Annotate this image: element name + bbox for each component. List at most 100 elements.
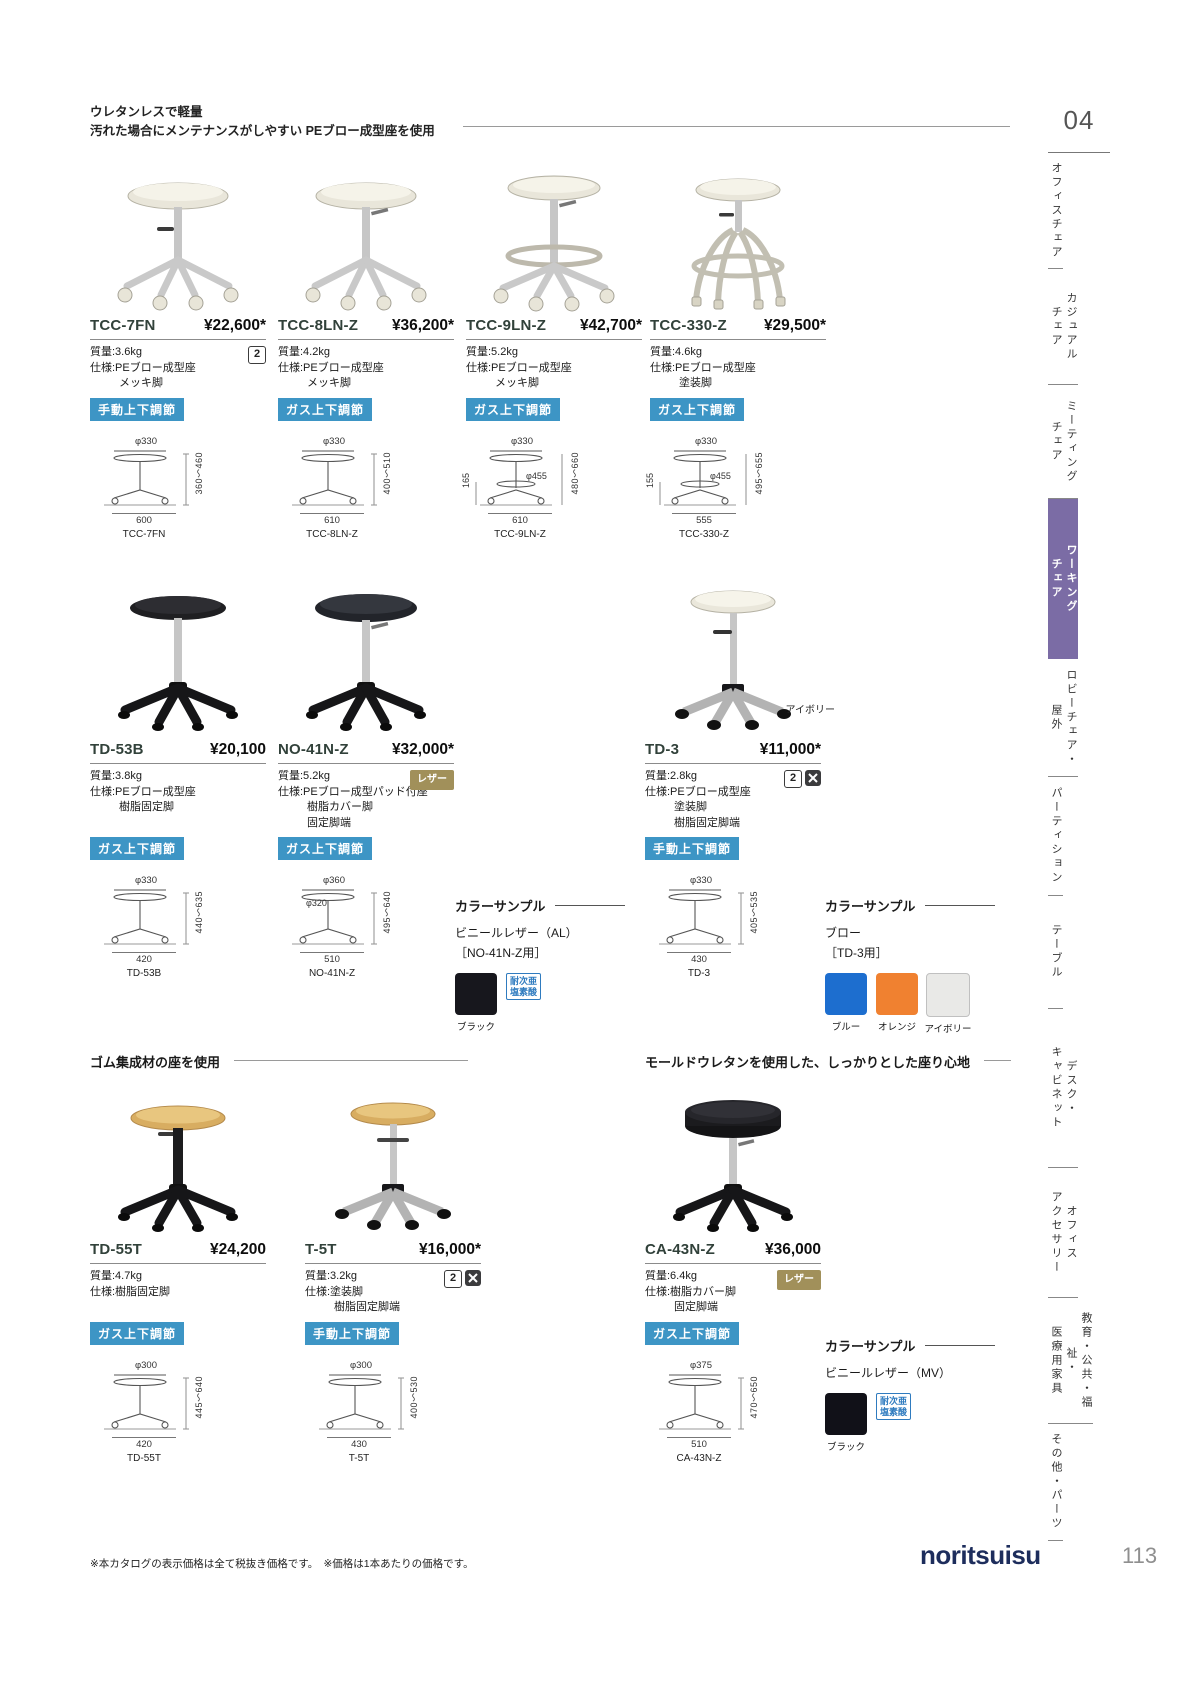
- dim-height-range: 445〜640: [194, 1376, 204, 1419]
- dim-model: TD-53B: [126, 968, 162, 979]
- dim-width-line: [327, 1437, 391, 1438]
- section-header-rubber: ゴム集成材の座を使用: [90, 1052, 468, 1071]
- product-photo-td-3: アイボリー: [645, 580, 835, 738]
- product-card-t-5t: T-5T ¥16,000* 2 質量:3.2kg 仕様:塗装脚 樹脂固定脚端 手…: [305, 1092, 481, 1469]
- category-sidebar: 04 オフィスチェア カジュアル チェア ミーティング チェア ワーキング チェ…: [1048, 88, 1110, 1541]
- section-number: 04: [1048, 88, 1110, 153]
- spec-line: 樹脂固定脚端: [334, 1301, 400, 1313]
- swatch-black: [825, 1393, 867, 1435]
- product-spec: 2 質量:3.2kg 仕様:塗装脚 樹脂固定脚端: [305, 1269, 481, 1317]
- color-sample-subtitle: ビニールレザー（MV）: [825, 1366, 952, 1380]
- dim-height-range: 400〜530: [409, 1376, 419, 1419]
- dim-ring-diameter: φ455: [526, 471, 547, 481]
- intro-rule: [462, 126, 1010, 127]
- product-name: TCC-7FN: [90, 317, 156, 334]
- swatch-label: オレンジ: [877, 1022, 916, 1033]
- stack-2-icon: 2: [444, 1270, 462, 1288]
- leather-badge: レザー: [777, 1270, 821, 1290]
- dimension-diagram: φ300 445〜640 420 TD-55T: [96, 1360, 256, 1469]
- spec-line: メッキ脚: [119, 377, 163, 389]
- dim-width-line: [112, 952, 176, 953]
- section-rule: [234, 1060, 468, 1061]
- spec-line: 仕様:PEブロー成型座: [90, 785, 196, 798]
- intro-line2: 汚れた場合にメンテナンスがしやすい PEブロー成型座を使用: [90, 124, 435, 138]
- product-price: ¥16,000*: [418, 1241, 481, 1258]
- dim-model: NO-41N-Z: [308, 968, 356, 979]
- dim-height-range: 360〜460: [194, 452, 204, 495]
- dim-width: 420: [136, 954, 152, 965]
- spec-line: 仕様:PEブロー成型座: [278, 361, 384, 374]
- color-sample-title: カラーサンプル: [455, 899, 546, 914]
- dim-height-range: 400〜510: [382, 452, 392, 495]
- dim-height-range: 495〜655: [754, 452, 764, 495]
- product-price: ¥42,700*: [579, 317, 642, 334]
- intro-line1: ウレタンレスで軽量: [90, 105, 203, 119]
- color-sample-target: ［TD-3用］: [825, 946, 888, 960]
- dim-model: TCC-330-Z: [678, 529, 729, 540]
- dim-seat-diameter: φ360: [322, 875, 345, 886]
- dim-model: TD-3: [687, 968, 711, 979]
- chlorine-resistant-badge: 耐次亜 塩素酸: [506, 973, 542, 1000]
- product-photo-tcc-9ln-z: [466, 168, 642, 314]
- color-sample-rule: [925, 905, 996, 906]
- sidebar-item-working-chair: ワーキング チェア: [1048, 499, 1078, 659]
- sidebar-item-casual-chair: カジュアル チェア: [1048, 269, 1078, 385]
- color-sample-subtitle: ビニールレザー（AL）: [455, 926, 578, 940]
- dim-seat-diameter: φ330: [134, 436, 157, 447]
- dimension-diagram: φ330 φ455 155 495〜655 555 TCC-330-Z: [645, 436, 816, 545]
- product-name: NO-41N-Z: [278, 741, 349, 758]
- spec-line: 質量:3.6kg: [90, 346, 142, 358]
- product-photo-t-5t: [305, 1092, 481, 1238]
- dimension-diagram: φ330 400〜510 610 TCC-8LN-Z: [284, 436, 444, 545]
- dimension-diagram: φ330 φ455 165 480〜660 610 TCC-9LN-Z: [461, 436, 632, 545]
- dim-seat-diameter: φ330: [322, 436, 345, 447]
- dim-width-line: [300, 952, 364, 953]
- color-sample-target: ［NO-41N-Z用］: [455, 946, 547, 960]
- spec-line: 質量:5.2kg: [278, 770, 330, 782]
- product-photo-td-53b: [90, 580, 266, 738]
- product-spec: 質量:5.2kg 仕様:PEブロー成型座 メッキ脚: [466, 345, 642, 393]
- swatch-label: ブルー: [831, 1022, 861, 1033]
- spec-line: 樹脂固定脚端: [674, 816, 740, 829]
- dim-width: 600: [136, 515, 152, 526]
- dim-width: 510: [324, 954, 340, 965]
- product-card-td-55t: TD-55T ¥24,200 質量:4.7kg 仕様:樹脂固定脚 ガス上下調節 …: [90, 1092, 266, 1469]
- color-sample-al: カラーサンプル ビニールレザー（AL） ［NO-41N-Z用］ ブラック 耐次亜…: [455, 896, 645, 1033]
- swatch-blue: [825, 973, 867, 1015]
- section-rule: [984, 1060, 1011, 1061]
- product-photo-no-41n-z: [278, 580, 454, 738]
- intro-header: ウレタンレスで軽量 汚れた場合にメンテナンスがしやすい PEブロー成型座を使用: [90, 103, 1050, 141]
- dim-height-range: 440〜635: [194, 891, 204, 934]
- product-photo-tcc-330-z: [650, 168, 826, 314]
- color-sample-rule: [555, 905, 626, 906]
- product-name: TD-3: [645, 741, 680, 758]
- dim-model: TCC-7FN: [122, 529, 166, 540]
- dim-model: T-5T: [348, 1453, 370, 1464]
- dim-width: 610: [324, 515, 340, 526]
- stack-2-icon: 2: [784, 770, 802, 788]
- section-header-urethane: モールドウレタンを使用した、しっかりとした座り心地: [645, 1052, 1011, 1071]
- spec-line: 仕様:PEブロー成型座: [645, 785, 751, 798]
- dim-width: 555: [696, 515, 712, 526]
- dim-width-line: [300, 513, 364, 514]
- dim-width: 610: [512, 515, 528, 526]
- product-price: ¥36,200*: [391, 317, 454, 334]
- product-spec: レザー 質量:5.2kg 仕様:PEブロー成型パッド付座 樹脂カバー脚 固定脚端: [278, 769, 454, 832]
- spec-line: 質量:6.4kg: [645, 1270, 697, 1282]
- product-price: ¥29,500*: [763, 317, 826, 334]
- product-card-tcc-330-z: TCC-330-Z ¥29,500* 質量:4.6kg 仕様:PEブロー成型座 …: [645, 168, 826, 545]
- adjust-badge: 手動上下調節: [90, 398, 185, 421]
- color-sample-title: カラーサンプル: [825, 899, 916, 914]
- product-photo-ca-43n-z: [645, 1092, 821, 1238]
- adjust-badge: ガス上下調節: [650, 398, 745, 421]
- sidebar-item-other-parts: その他・パーツ: [1048, 1424, 1063, 1541]
- product-price: ¥36,000: [764, 1241, 821, 1258]
- dim-width-line: [667, 1437, 731, 1438]
- dim-model: TCC-9LN-Z: [494, 529, 546, 540]
- adjust-badge: ガス上下調節: [90, 837, 185, 860]
- spec-line: 仕様:PEブロー成型座: [466, 361, 572, 374]
- spec-line: 樹脂固定脚: [119, 801, 174, 813]
- product-spec: 質量:4.2kg 仕様:PEブロー成型座 メッキ脚: [278, 345, 454, 393]
- product-name: CA-43N-Z: [645, 1241, 715, 1258]
- swatch-orange: [876, 973, 918, 1015]
